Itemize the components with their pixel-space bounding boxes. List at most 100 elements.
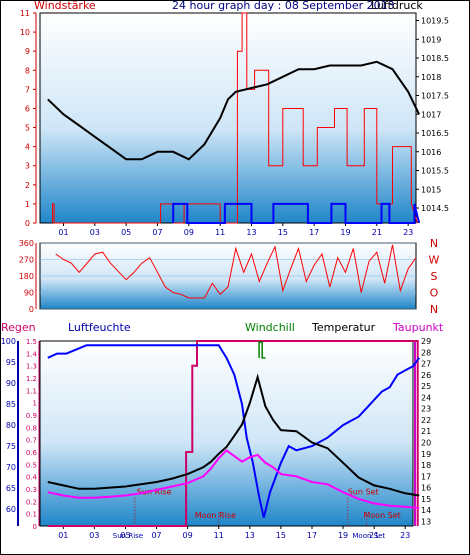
- wind-tick-label: 10: [20, 28, 30, 37]
- compass-label: W: [429, 254, 440, 267]
- direction-tick-label: 90: [24, 289, 34, 298]
- pressure-tick-label: 1018.5: [421, 54, 449, 63]
- wind-tick-label: 9: [25, 47, 30, 56]
- compass-label: S: [431, 270, 438, 283]
- sun-rise-label: Sun Rise: [137, 487, 172, 496]
- temperature-tick-label: 23: [421, 405, 431, 414]
- pressure-axis-title: Luftdruck: [371, 0, 423, 12]
- pressure-tick-label: 1018: [421, 73, 441, 82]
- x-tick-label: 11: [214, 531, 224, 540]
- sun-set-label: Sun Set: [348, 487, 379, 496]
- wind-tick-label: 5: [25, 124, 30, 133]
- x-tick-label: 23: [400, 531, 410, 540]
- temperature-tick-label: 15: [421, 495, 431, 504]
- temperature-tick-label: 29: [421, 337, 431, 346]
- x-tick-label: 07: [151, 531, 161, 540]
- temperature-tick-label: 16: [421, 484, 431, 493]
- rain-tick-label: 1.2: [26, 375, 37, 383]
- wind-tick-label: 1: [25, 200, 30, 209]
- compass-label: O: [430, 287, 439, 300]
- wind-tick-label: 0: [25, 219, 30, 228]
- temperature-tick-label: 18: [421, 461, 431, 470]
- rain-tick-label: 0.4: [26, 474, 38, 482]
- temperature-tick-label: 24: [421, 393, 431, 402]
- x-tick-label: 17: [309, 228, 319, 237]
- chart-title: 24 hour graph day : 08 September 2013: [172, 0, 395, 12]
- pressure-tick-label: 1019: [421, 35, 441, 44]
- humidity-tick-label: 75: [6, 442, 16, 451]
- rain-tick-label: 0.5: [26, 461, 37, 469]
- humidity-axis-title: Luftfeuchte: [68, 321, 131, 334]
- wind-axis-title: Windstärke: [34, 0, 96, 12]
- wind-tick-label: 11: [20, 9, 30, 18]
- dewpoint-line: [47, 449, 420, 509]
- rain-tick-label: 0.6: [26, 449, 38, 457]
- x-tick-label: 01: [58, 228, 68, 237]
- compass-label: N: [430, 303, 438, 316]
- x-tick-label: 09: [184, 228, 194, 237]
- humidity-tick-label: 80: [6, 421, 16, 430]
- rain-tick-label: 0.9: [26, 412, 37, 420]
- rain-tick-label: 0.3: [26, 486, 37, 494]
- humidity-tick-label: 85: [6, 400, 16, 409]
- pressure-tick-label: 1017.5: [421, 92, 449, 101]
- x-tick-label: 19: [340, 228, 350, 237]
- humidity-tick-label: 100: [1, 337, 16, 346]
- x-tick-label: 19: [338, 531, 348, 540]
- axis-sun-rise-label: Sun Rise: [113, 532, 143, 540]
- humidity-tick-label: 60: [6, 505, 16, 514]
- humidity-tick-label: 90: [6, 379, 16, 388]
- wind-tick-label: 3: [25, 162, 30, 171]
- temperature-tick-label: 22: [421, 416, 431, 425]
- rain-line: [47, 340, 419, 527]
- rain-tick-label: 0.1: [26, 511, 37, 519]
- humidity-tick-label: 70: [6, 463, 16, 472]
- x-tick-label: 15: [276, 531, 286, 540]
- x-tick-label: 05: [121, 228, 131, 237]
- pressure-tick-label: 1016.5: [421, 129, 449, 138]
- rain-tick-label: 1.1: [26, 387, 37, 395]
- plot-area: [39, 12, 417, 224]
- pressure-tick-label: 1015: [421, 185, 441, 194]
- direction-tick-label: 360: [19, 239, 34, 248]
- pressure-tick-label: 1015.5: [421, 167, 449, 176]
- x-tick-label: 09: [183, 531, 193, 540]
- x-tick-label: 03: [90, 228, 100, 237]
- wind-tick-label: 4: [25, 143, 30, 152]
- rain-tick-label: 0: [33, 523, 37, 531]
- direction-tick-label: 0: [29, 305, 34, 314]
- temperature-tick-label: 20: [421, 439, 431, 448]
- rain-axis-title: Regen: [1, 321, 36, 334]
- windchill-legend: Windchill: [245, 321, 295, 334]
- x-tick-label: 11: [215, 228, 225, 237]
- pressure-tick-label: 1019.5: [421, 17, 449, 26]
- x-tick-label: 21: [372, 228, 382, 237]
- rain-tick-label: 1.3: [26, 363, 37, 371]
- temperature-tick-label: 17: [421, 472, 431, 481]
- temperature-tick-label: 25: [421, 382, 431, 391]
- humidity-tick-label: 95: [6, 358, 16, 367]
- axis-moon-set-label: Moon Set: [352, 532, 385, 540]
- rain-tick-label: 1.5: [26, 338, 37, 346]
- humidity-tick-label: 65: [6, 484, 16, 493]
- x-tick-label: 17: [307, 531, 317, 540]
- wind-pressure-chart: 01 03 05 07 09 11 13 15 17 19 21 230123456789101110…: [20, 9, 449, 237]
- rain-tick-label: 0.2: [26, 498, 37, 506]
- moon-set-label: Moon Set: [363, 511, 400, 520]
- wind-average-line: [172, 202, 421, 224]
- direction-line: [55, 244, 417, 299]
- rain-tick-label: 0.7: [26, 437, 37, 445]
- pressure-tick-label: 1017: [421, 110, 441, 119]
- x-tick-label: 13: [246, 228, 256, 237]
- x-tick-label: 23: [403, 228, 413, 237]
- temperature-tick-label: 21: [421, 427, 431, 436]
- pressure-line: [47, 60, 420, 161]
- pressure-tick-label: 1014.5: [421, 204, 449, 213]
- moon-rise-label: Moon Rise: [195, 511, 236, 520]
- temperature-tick-label: 27: [421, 360, 431, 369]
- temperature-tick-label: 19: [421, 450, 431, 459]
- temperature-tick-label: 28: [421, 348, 431, 357]
- temperature-line: [47, 373, 420, 497]
- rain-tick-label: 1.4: [26, 350, 38, 358]
